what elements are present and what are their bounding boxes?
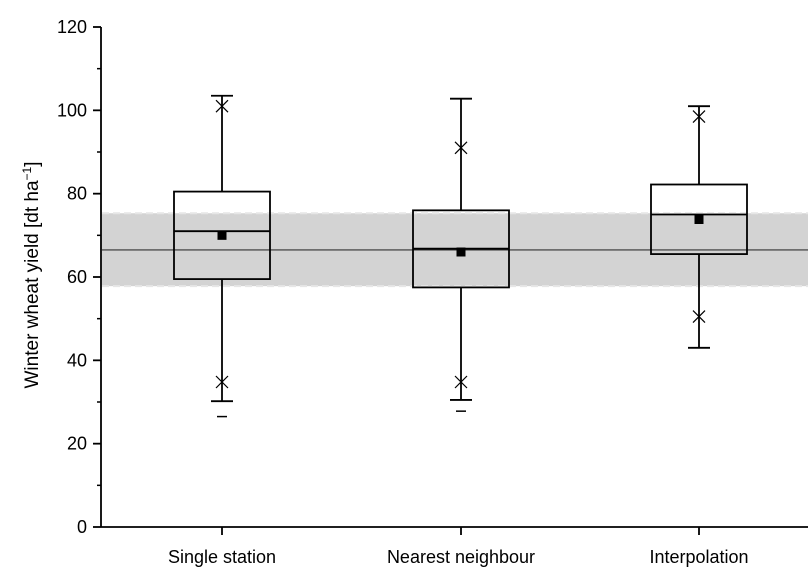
y-tick-label: 0 bbox=[77, 517, 87, 537]
cross-stroke-b bbox=[215, 375, 229, 389]
mean-marker bbox=[694, 215, 704, 224]
box-2 bbox=[412, 97, 510, 412]
y-axis-title-superscript: −1 bbox=[20, 166, 34, 180]
percentile-1-marker bbox=[215, 375, 229, 389]
axes-group: 0 20 40 60 80 100 120 Single station Nearest nei… bbox=[57, 17, 808, 567]
percentile-99-marker bbox=[454, 141, 468, 155]
mean-marker bbox=[217, 230, 227, 240]
y-tick-label: 80 bbox=[67, 184, 87, 204]
box-iqr bbox=[173, 190, 271, 280]
x-tick-label: Single station bbox=[168, 547, 276, 567]
mean-marker bbox=[456, 247, 466, 257]
y-tick-label: 100 bbox=[57, 100, 87, 120]
y-tick-label: 120 bbox=[57, 17, 87, 37]
cross-stroke-b bbox=[692, 310, 706, 324]
percentile-1-marker bbox=[692, 310, 706, 324]
cross-stroke-b bbox=[692, 110, 706, 124]
box-1 bbox=[173, 94, 271, 418]
x-tick-label: Nearest neighbour bbox=[387, 547, 535, 567]
boxes-group bbox=[173, 94, 748, 418]
y-axis-title-main: Winter wheat yield [dt ha bbox=[22, 180, 43, 388]
box-iqr bbox=[650, 183, 748, 255]
percentile-99-marker bbox=[692, 110, 706, 124]
cross-stroke-b bbox=[454, 141, 468, 155]
percentile-1-marker bbox=[454, 375, 468, 389]
y-axis-title: Winter wheat yield [dt ha−1] bbox=[20, 161, 43, 388]
reference-band-group bbox=[102, 212, 808, 288]
y-tick-label: 40 bbox=[67, 350, 87, 370]
y-tick-label: 20 bbox=[67, 434, 87, 454]
cross-stroke-b bbox=[215, 99, 229, 113]
y-tick-label: 60 bbox=[67, 267, 87, 287]
y-axis-title-close: ] bbox=[22, 161, 43, 166]
box-3 bbox=[650, 105, 748, 349]
x-tick-label: Interpolation bbox=[649, 547, 748, 567]
cross-stroke-b bbox=[454, 375, 468, 389]
percentile-99-marker bbox=[215, 99, 229, 113]
